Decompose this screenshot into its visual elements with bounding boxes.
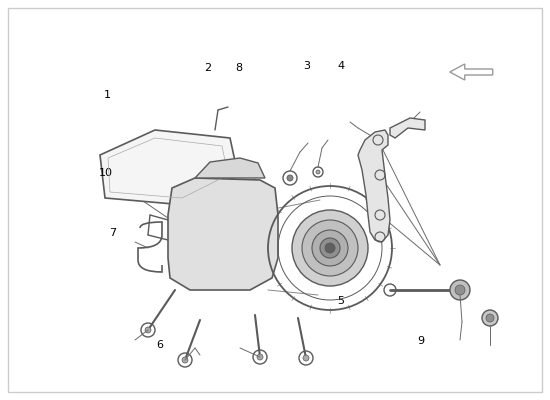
Circle shape	[287, 175, 293, 181]
Circle shape	[302, 220, 358, 276]
Polygon shape	[358, 130, 390, 242]
Text: 4: 4	[338, 61, 344, 70]
Text: 6: 6	[156, 340, 163, 350]
Text: 9: 9	[417, 336, 424, 346]
Text: 7: 7	[109, 228, 116, 238]
Circle shape	[182, 357, 188, 363]
Text: 3: 3	[364, 169, 371, 179]
Circle shape	[320, 238, 340, 258]
Circle shape	[292, 210, 368, 286]
Circle shape	[450, 280, 470, 300]
Circle shape	[257, 354, 263, 360]
Text: 1: 1	[104, 90, 111, 100]
Text: 3: 3	[304, 61, 310, 70]
Circle shape	[325, 243, 335, 253]
Text: 2: 2	[205, 63, 211, 73]
Circle shape	[303, 355, 309, 361]
Circle shape	[455, 285, 465, 295]
Circle shape	[486, 314, 494, 322]
Text: 8: 8	[236, 63, 243, 73]
Circle shape	[316, 170, 320, 174]
Circle shape	[145, 327, 151, 333]
Text: 10: 10	[98, 168, 113, 178]
Polygon shape	[390, 118, 425, 138]
Circle shape	[312, 230, 348, 266]
Text: 5: 5	[338, 296, 344, 306]
Polygon shape	[168, 178, 278, 290]
Polygon shape	[100, 130, 238, 205]
Polygon shape	[195, 158, 265, 178]
Circle shape	[482, 310, 498, 326]
